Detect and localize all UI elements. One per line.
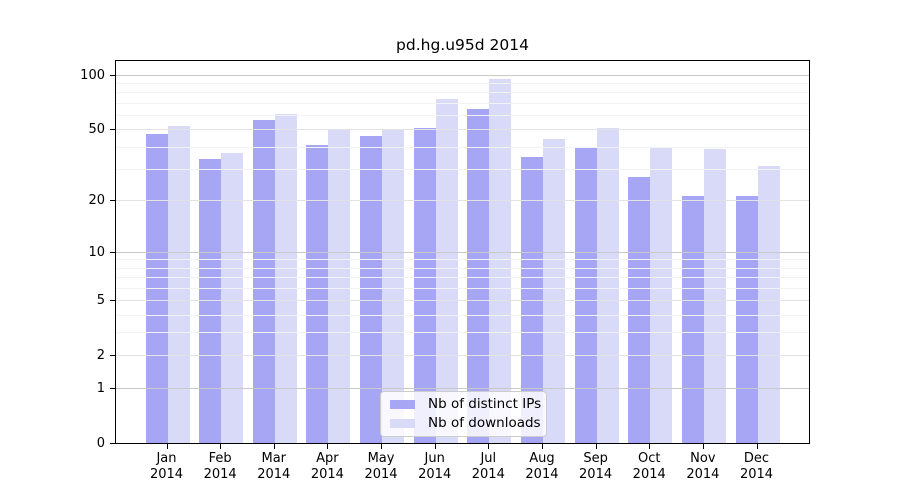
x-tick-label-jan: Jan 2014 (149, 451, 184, 482)
x-tick-label-aug: Aug 2014 (525, 451, 559, 482)
x-tick-label-mar: Mar 2014 (257, 451, 291, 482)
bar-distinct-ips-jan (145, 134, 168, 443)
x-tick-label-nov: Nov 2014 (686, 451, 720, 482)
x-tick (649, 444, 651, 449)
legend-item-downloads: Nb of downloads (390, 416, 541, 431)
x-tick-label-may: May 2014 (364, 451, 398, 482)
legend-label-distinct-ips: Nb of distinct IPs (428, 396, 542, 412)
y-tick-label-100: 100 (80, 67, 105, 83)
x-tick-label-sep: Sep 2014 (579, 451, 613, 482)
bar-distinct-ips-jul (467, 108, 490, 443)
x-tick (756, 444, 758, 449)
x-tick-label-feb: Feb 2014 (203, 451, 237, 482)
bar-downloads-feb (221, 152, 244, 443)
x-tick (381, 444, 383, 449)
x-tick (541, 444, 543, 449)
bar-distinct-ips-may (360, 135, 383, 443)
bar-distinct-ips-jun (413, 127, 436, 443)
y-tick-label-10: 10 (88, 244, 105, 260)
bar-downloads-oct (650, 146, 673, 443)
y-tick (110, 443, 115, 444)
legend: Nb of distinct IPs Nb of downloads (380, 391, 547, 437)
y-tick (110, 129, 115, 131)
x-tick (327, 444, 329, 449)
y-tick (110, 251, 115, 253)
x-tick (434, 444, 436, 449)
y-tick (110, 300, 115, 302)
y-tick-label-20: 20 (88, 193, 105, 209)
plot-area (115, 60, 810, 444)
bar-downloads-sep (596, 127, 619, 443)
y-tick-label-1: 1 (96, 380, 105, 396)
bars-layer (116, 61, 809, 443)
x-tick-label-oct: Oct 2014 (632, 451, 666, 482)
x-tick (166, 444, 168, 449)
chart-title: pd.hg.u95d 2014 (396, 36, 529, 54)
x-tick (220, 444, 222, 449)
bar-downloads-jul (489, 78, 512, 443)
bar-distinct-ips-mar (252, 120, 275, 443)
bar-downloads-may (382, 129, 405, 443)
legend-label-downloads: Nb of downloads (428, 415, 541, 431)
x-tick (488, 444, 490, 449)
y-tick-label-2: 2 (96, 348, 105, 364)
y-tick (110, 387, 115, 389)
bar-distinct-ips-nov (681, 196, 704, 443)
legend-swatch-downloads-icon (390, 419, 415, 428)
bar-distinct-ips-feb (199, 159, 222, 443)
x-tick (273, 444, 275, 449)
bar-distinct-ips-apr (306, 144, 329, 443)
x-tick (595, 444, 597, 449)
y-tick-label-5: 5 (96, 293, 105, 309)
bar-downloads-aug (542, 139, 565, 443)
bar-distinct-ips-sep (574, 146, 597, 443)
x-tick-label-jun: Jun 2014 (418, 451, 452, 482)
x-tick (702, 444, 704, 449)
legend-swatch-distinct-ips-icon (390, 400, 415, 409)
y-tick (110, 355, 115, 357)
x-tick-label-apr: Apr 2014 (310, 451, 344, 482)
x-tick-label-dec: Dec 2014 (739, 451, 774, 482)
x-tick-label-jul: Jul 2014 (471, 451, 505, 482)
y-tick (110, 200, 115, 202)
bar-downloads-nov (703, 148, 726, 443)
bar-downloads-dec (757, 166, 780, 443)
y-tick (110, 74, 115, 76)
bar-distinct-ips-oct (628, 177, 651, 443)
bar-downloads-mar (274, 113, 297, 443)
legend-item-distinct-ips: Nb of distinct IPs (390, 397, 541, 412)
bar-downloads-jan (167, 126, 190, 443)
y-tick-label-0: 0 (96, 436, 105, 451)
bar-distinct-ips-dec (735, 196, 758, 443)
bar-downloads-jun (435, 98, 458, 443)
y-tick-label-50: 50 (88, 122, 105, 138)
bar-downloads-apr (328, 129, 351, 443)
